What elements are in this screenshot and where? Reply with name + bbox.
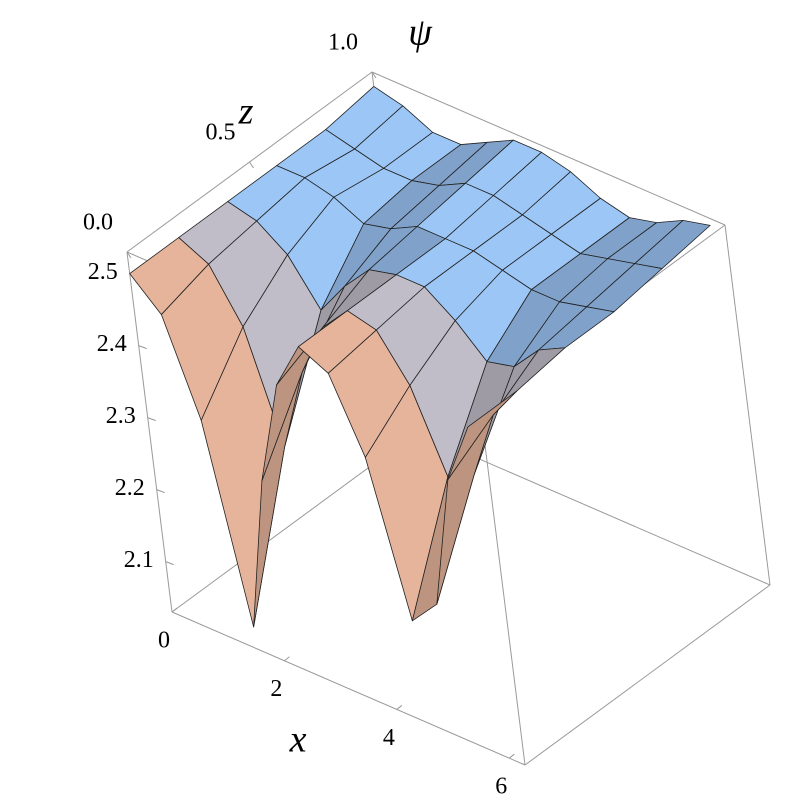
value-tick-label: 2.2: [115, 475, 145, 501]
x-tick: [396, 705, 403, 710]
value-tick: [156, 489, 165, 494]
surface-patch: [447, 390, 518, 480]
box-edge: [724, 224, 771, 586]
box-edge: [479, 404, 526, 766]
box-edge: [126, 251, 173, 613]
box-edge: [171, 611, 526, 766]
value-tick-label: 2.1: [124, 547, 154, 573]
value-axis-label: ψ: [408, 12, 433, 54]
x-tick: [284, 656, 290, 662]
surface: [129, 86, 711, 628]
x-tick-label: 2: [270, 676, 282, 702]
x-tick: [171, 607, 178, 613]
z-tick-label: 0.0: [83, 210, 113, 236]
box-edge: [371, 71, 726, 226]
x-tick-label: 6: [495, 774, 507, 800]
z-tick-label: 1.0: [328, 30, 358, 56]
x-tick-label: 0: [158, 628, 170, 654]
x-axis-label: x: [289, 719, 307, 761]
z-tick: [126, 251, 132, 259]
value-tick: [138, 345, 147, 350]
value-tick: [165, 561, 174, 566]
value-tick-label: 2.3: [106, 403, 136, 429]
z-tick-label: 0.5: [206, 120, 236, 146]
z-axis-label: z: [238, 91, 254, 133]
z-tick: [371, 71, 377, 79]
value-tick-label: 2.5: [88, 259, 118, 285]
x-tick: [508, 753, 515, 759]
x-tick-label: 4: [383, 725, 395, 751]
labels: x z ψ 2.1 2.2 2.3 2.4 2.5 0 2 4 6 0.0 0.5 1.0: [83, 12, 507, 800]
value-tick-label: 2.4: [97, 331, 127, 357]
z-tick: [249, 161, 254, 169]
value-tick: [147, 417, 156, 422]
box-edge: [524, 584, 771, 766]
